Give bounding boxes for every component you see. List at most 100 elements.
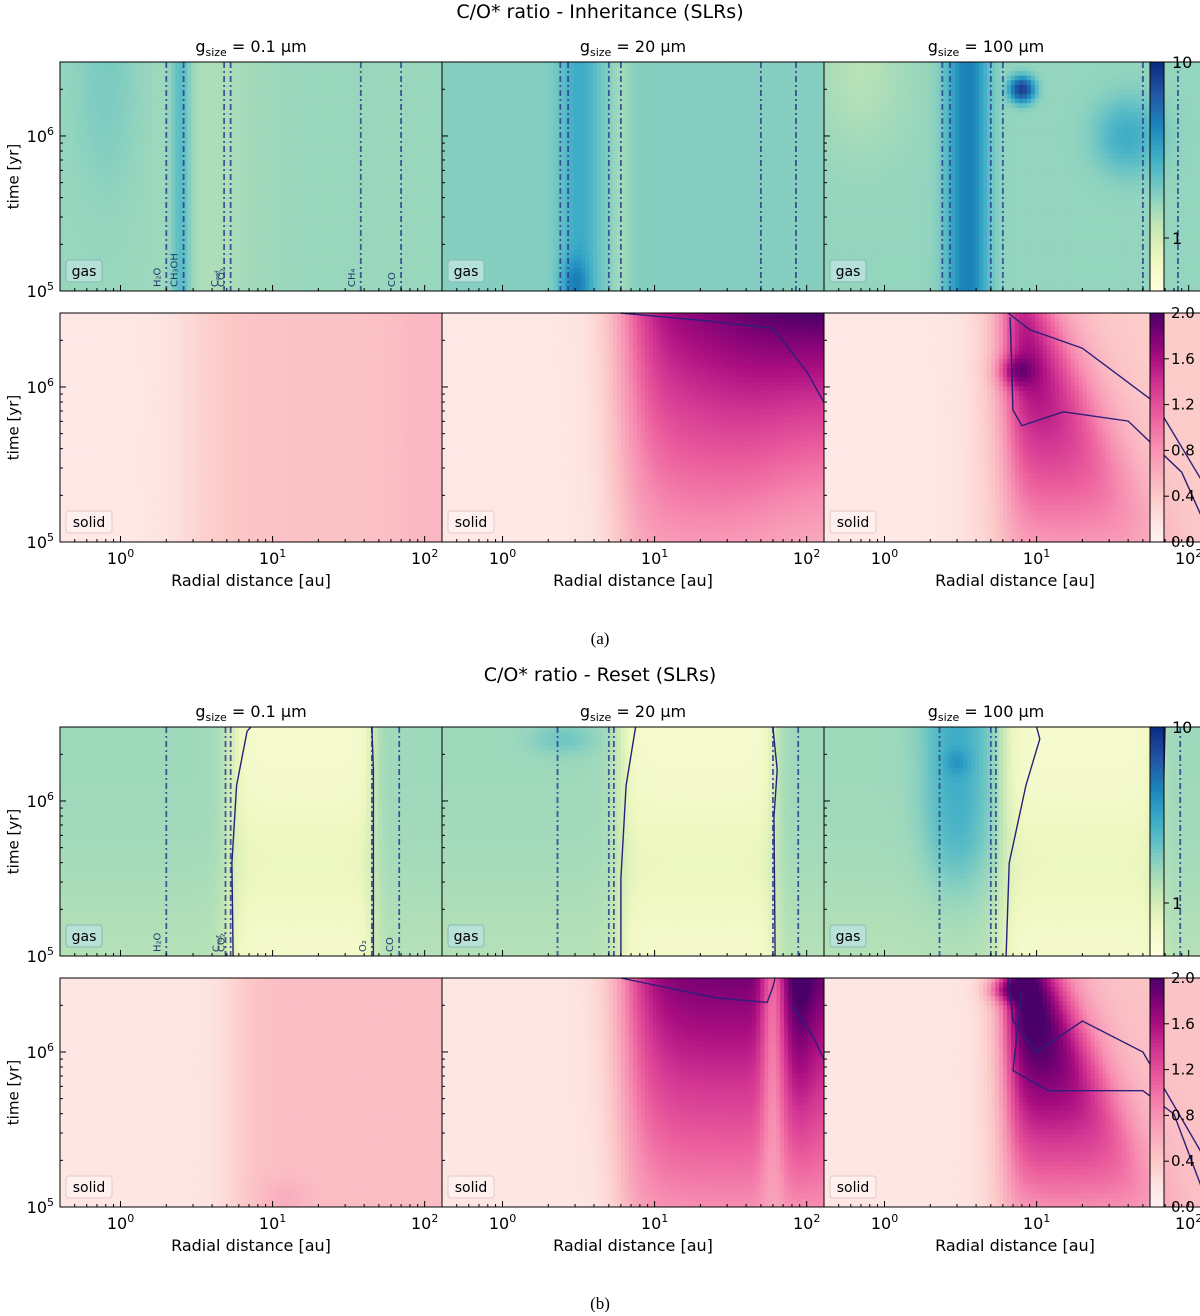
heatmap-cell (366, 190, 371, 195)
heatmap-cell (96, 62, 101, 67)
heatmap-cell (199, 273, 204, 278)
heatmap-cell (96, 254, 101, 259)
heatmap-cell (120, 254, 125, 259)
heatmap-cell (211, 204, 216, 209)
heatmap-cell (386, 163, 391, 168)
heatmap-cell (152, 236, 157, 241)
heatmap-cell (434, 218, 439, 223)
heatmap-cell (382, 99, 387, 104)
heatmap-cell (144, 227, 149, 232)
heatmap-cell (108, 177, 113, 182)
heatmap-cell (140, 231, 145, 236)
heatmap-cell (402, 259, 407, 264)
heatmap-cell (374, 318, 379, 323)
heatmap-cell (386, 99, 391, 104)
heatmap-cell (339, 103, 344, 108)
heatmap-cell (287, 195, 292, 200)
heatmap-cell (319, 313, 324, 318)
heatmap-cell (323, 112, 328, 117)
heatmap-cell (219, 149, 224, 154)
heatmap-cell (84, 250, 89, 255)
heatmap-cell (128, 112, 133, 117)
heatmap-cell (295, 195, 300, 200)
heatmap-cell (148, 144, 153, 149)
heatmap-cell (64, 80, 69, 85)
heatmap-cell (76, 209, 81, 214)
heatmap-cell (311, 204, 316, 209)
heatmap-cell (211, 80, 216, 85)
heatmap-cell (259, 204, 264, 209)
heatmap-cell (299, 195, 304, 200)
heatmap-cell (231, 149, 236, 154)
heatmap-cell (267, 76, 272, 81)
heatmap-cell (144, 268, 149, 273)
heatmap-cell (422, 122, 427, 127)
heatmap-cell (366, 71, 371, 76)
heatmap-cell (434, 103, 439, 108)
heatmap-cell (426, 122, 431, 127)
heatmap-cell (402, 140, 407, 145)
heatmap-cell (366, 135, 371, 140)
heatmap-cell (311, 76, 316, 81)
heatmap-cell (414, 241, 419, 246)
heatmap-cell (120, 227, 125, 232)
heatmap-cell (76, 108, 81, 113)
heatmap-cell (382, 71, 387, 76)
heatmap-cell (100, 85, 105, 90)
heatmap-cell (72, 144, 77, 149)
heatmap-cell (299, 318, 304, 323)
heatmap-cell (362, 85, 367, 90)
heatmap-cell (283, 154, 288, 159)
heatmap-cell (279, 117, 284, 122)
heatmap-cell (394, 99, 399, 104)
heatmap-cell (136, 89, 141, 94)
heatmap-cell (191, 186, 196, 191)
heatmap-cell (120, 209, 125, 214)
heatmap-cell (60, 131, 65, 136)
heatmap-cell (370, 199, 375, 204)
heatmap-cell (422, 268, 427, 273)
heatmap-cell (331, 154, 336, 159)
heatmap-cell (378, 76, 383, 81)
heatmap-cell (378, 112, 383, 117)
heatmap-cell (335, 273, 340, 278)
heatmap-cell (191, 254, 196, 259)
heatmap-cell (140, 154, 145, 159)
heatmap-cell (215, 140, 220, 145)
heatmap-cell (136, 135, 141, 140)
heatmap-cell (343, 199, 348, 204)
heatmap-cell (243, 181, 248, 186)
heatmap-cell (219, 181, 224, 186)
heatmap-cell (207, 245, 212, 250)
heatmap-cell (88, 62, 93, 67)
heatmap-cell (128, 89, 133, 94)
heatmap-cell (175, 108, 180, 113)
heatmap-cell (136, 99, 141, 104)
heatmap-cell (414, 144, 419, 149)
heatmap-cell (259, 67, 264, 72)
heatmap-cell (366, 318, 371, 323)
heatmap-cell (307, 222, 312, 227)
heatmap-cell (323, 204, 328, 209)
heatmap-cell (247, 76, 252, 81)
heatmap-cell (343, 144, 348, 149)
heatmap-cell (152, 231, 157, 236)
heatmap-cell (263, 195, 268, 200)
heatmap-cell (259, 163, 264, 168)
heatmap-cell (60, 172, 65, 177)
heatmap-cell (195, 264, 200, 269)
heatmap-cell (255, 186, 260, 191)
heatmap-cell (132, 277, 137, 282)
heatmap-cell (152, 117, 157, 122)
heatmap-cell (100, 167, 105, 172)
heatmap-cell (422, 204, 427, 209)
heatmap-cell (331, 122, 336, 127)
heatmap-cell (422, 89, 427, 94)
heatmap-cell (116, 190, 121, 195)
heatmap-cell (235, 264, 240, 269)
heatmap-cell (104, 117, 109, 122)
heatmap-cell (235, 318, 240, 323)
heatmap-cell (116, 250, 121, 255)
heatmap-cell (335, 259, 340, 264)
heatmap-cell (382, 227, 387, 232)
